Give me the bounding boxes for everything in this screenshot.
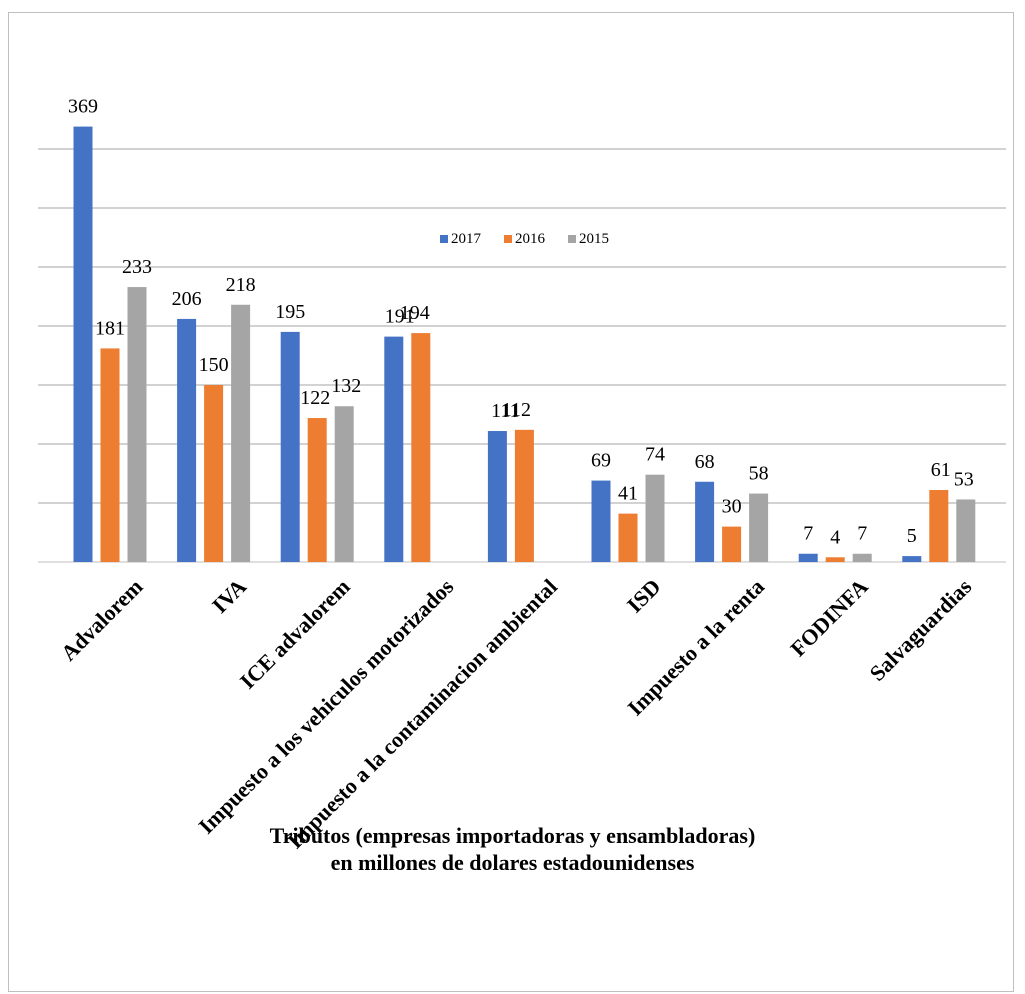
- bar-2016-8: [929, 490, 949, 562]
- data-label: 181: [95, 317, 125, 339]
- data-label: 150: [199, 354, 229, 376]
- data-label: 41: [618, 483, 638, 505]
- bar-2016-6: [722, 526, 742, 562]
- bar-2017-5: [591, 480, 611, 562]
- data-label: 69: [591, 450, 611, 472]
- x-axis-title-line-1: Tributos (empresas importadoras y ensamb…: [269, 823, 756, 848]
- legend-swatch-2015: [568, 235, 576, 243]
- bar-2017-1: [177, 318, 197, 562]
- bar-2017-3: [384, 336, 404, 562]
- bars: [73, 126, 976, 562]
- bar-2015-8: [956, 499, 976, 562]
- bar-2015-1: [231, 304, 251, 562]
- x-axis-title: Tributos (empresas importadoras y ensamb…: [0, 822, 1025, 876]
- legend: 2017 2016 2015: [440, 231, 609, 247]
- bar-2016-3: [411, 333, 431, 562]
- bar-2016-1: [204, 385, 224, 562]
- data-label: 7: [857, 523, 867, 545]
- data-label: 5: [907, 525, 917, 547]
- bar-2015-7: [852, 553, 872, 562]
- bar-2015-6: [749, 493, 769, 562]
- data-labels: 369 206 195 191 111 69 68 7 5 181 150 122 194 112 41 30…: [68, 96, 974, 549]
- data-label: 206: [172, 288, 202, 310]
- data-label: 58: [749, 463, 769, 485]
- bar-2016-2: [307, 418, 327, 562]
- category-label: FODINFA: [785, 574, 872, 661]
- bar-2015-2: [334, 406, 354, 562]
- bar-2017-0: [73, 126, 93, 562]
- x-axis-title-line-2: en millones de dolares estadounidenses: [330, 850, 695, 875]
- bar-2016-7: [825, 557, 845, 562]
- bar-2016-5: [618, 513, 638, 562]
- category-label: Salvaguardias: [864, 574, 976, 686]
- bar-2017-7: [798, 553, 818, 562]
- category-label: IVA: [207, 574, 251, 618]
- bar-2017-8: [902, 556, 922, 562]
- data-label: 132: [331, 375, 361, 397]
- category-label: Advalorem: [56, 574, 148, 666]
- data-label: 53: [954, 468, 974, 490]
- data-label: 218: [226, 274, 256, 296]
- bar-2015-0: [127, 287, 147, 562]
- legend-swatch-2016: [504, 235, 512, 243]
- data-label: 30: [722, 496, 742, 518]
- bar-2015-5: [645, 474, 665, 562]
- data-label: 233: [122, 256, 152, 278]
- data-label: 369: [68, 96, 98, 118]
- bar-2016-4: [514, 429, 534, 562]
- legend-label: 2016: [515, 231, 546, 247]
- legend-swatch-2017: [440, 235, 448, 243]
- data-label: 122: [300, 387, 330, 409]
- bar-2017-2: [280, 331, 300, 562]
- data-label: 191: [385, 306, 415, 328]
- legend-label: 2017: [451, 231, 482, 247]
- data-label: 195: [275, 301, 305, 323]
- data-label: 194: [400, 302, 430, 324]
- data-label: 4: [830, 526, 840, 548]
- bar-2017-4: [487, 431, 507, 562]
- category-label: ISD: [622, 574, 666, 618]
- data-label: 68: [695, 451, 715, 473]
- data-label: 7: [803, 523, 813, 545]
- bar-2017-6: [695, 481, 715, 562]
- chart-frame: [8, 12, 1014, 992]
- data-label: 112: [502, 399, 531, 421]
- data-label: 111: [491, 400, 520, 422]
- legend-label: 2015: [579, 231, 609, 247]
- data-label: 61: [931, 459, 951, 481]
- bar-2016-0: [100, 348, 120, 562]
- data-label: 74: [645, 444, 665, 466]
- category-label: ICE advalorem: [235, 574, 355, 694]
